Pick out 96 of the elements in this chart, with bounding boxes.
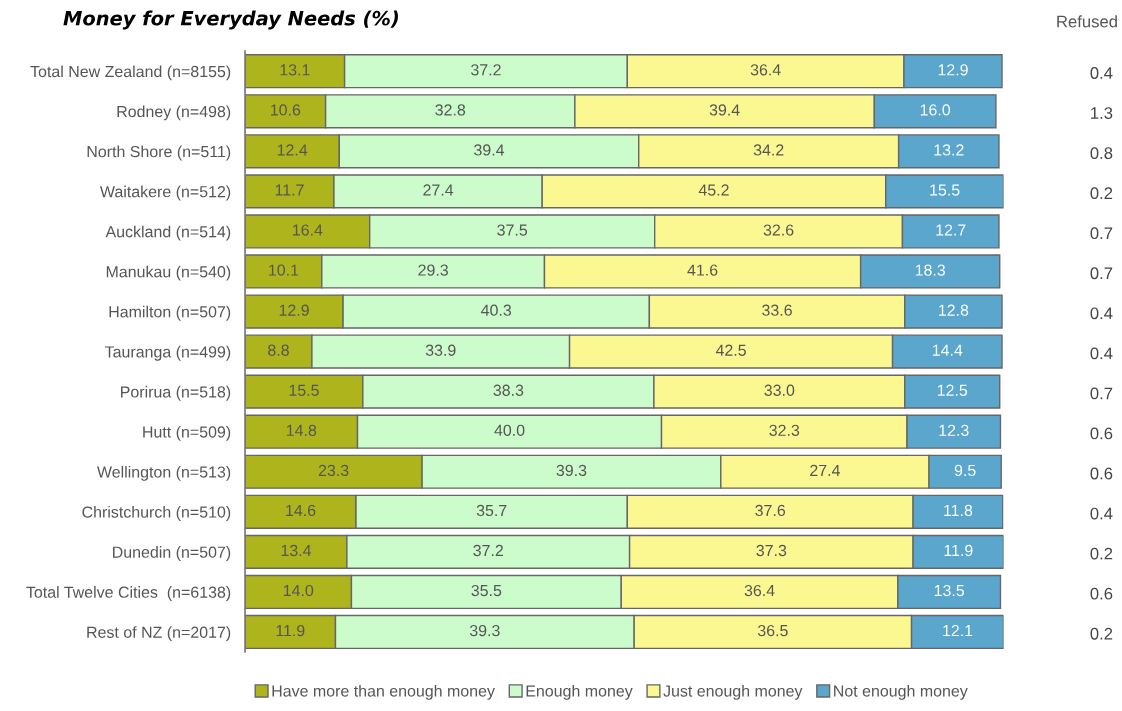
text: 0.4 [1090, 347, 1113, 360]
y-tick-label: Tauranga (n=499) [105, 345, 231, 361]
data-label: 13.2 [934, 144, 964, 156]
data-label: 37.2 [471, 64, 501, 76]
data-label: 14.6 [286, 504, 316, 517]
data-label: 10.1 [269, 264, 299, 276]
data-label: 38.3 [493, 384, 524, 396]
data-label: 18.3 [915, 264, 946, 276]
legend-label: Just enough money [663, 684, 803, 700]
data-label: 36.4 [750, 64, 781, 76]
text: 0.6 [1090, 467, 1113, 480]
y-tick-label: Total New Zealand (n=8155) [30, 65, 231, 81]
text: 0.7 [1090, 227, 1113, 240]
data-label: 37.6 [755, 504, 786, 517]
data-label: 37.5 [497, 224, 528, 236]
data-label: 13.1 [280, 64, 310, 76]
text: 0.2 [1090, 547, 1113, 560]
data-label: 39.4 [474, 144, 505, 156]
y-tick-label: Hutt (n=509) [143, 425, 231, 441]
data-label: 40.3 [481, 304, 512, 316]
data-label: 33.0 [764, 384, 795, 396]
data-label: 39.4 [709, 104, 740, 116]
data-label: 9.5 [954, 464, 976, 477]
legend-label: Not enough money [834, 684, 968, 700]
data-label: 35.7 [476, 504, 507, 517]
data-label: 35.5 [471, 584, 502, 597]
data-label: 12.9 [279, 304, 309, 316]
data-label: 36.5 [757, 624, 788, 637]
data-label: 12.7 [936, 224, 966, 236]
data-label: 32.6 [763, 224, 794, 236]
data-label: 11.7 [275, 184, 304, 196]
data-label: 23.3 [318, 464, 349, 477]
data-label: 37.2 [473, 544, 503, 557]
data-label: 10.6 [271, 104, 301, 116]
data-label: 33.9 [425, 344, 456, 356]
y-tick-label: Waitakere (n=512) [100, 185, 231, 201]
data-label: 13.4 [281, 544, 312, 557]
data-label: 12.3 [939, 424, 969, 436]
data-label: 16.0 [920, 104, 951, 116]
text: 0.6 [1090, 427, 1113, 440]
data-label: 42.5 [715, 344, 746, 356]
text: 0.4 [1090, 67, 1113, 79]
data-label: 16.4 [293, 224, 323, 236]
data-label: 39.3 [556, 464, 587, 477]
data-label: 11.9 [944, 544, 973, 557]
text: 0.8 [1090, 147, 1113, 159]
y-tick-label: Hamilton (n=507) [109, 305, 231, 321]
data-label: 12.9 [938, 64, 968, 76]
data-label: 12.1 [943, 624, 973, 637]
data-label: 12.4 [277, 144, 308, 156]
data-label: 36.4 [744, 584, 775, 597]
data-label: 39.3 [469, 624, 500, 637]
legend-label: Have more than enough money [272, 684, 495, 700]
data-label: 37.3 [756, 544, 787, 557]
text: 1.3 [1091, 107, 1113, 119]
y-tick-label: Porirua (n=518) [121, 385, 231, 401]
data-label: 12.8 [939, 304, 969, 316]
y-tick-label: Total Twelve Cities (n=6138) [26, 586, 231, 601]
data-label: 14.4 [932, 344, 963, 356]
data-label: 15.5 [289, 384, 319, 396]
data-label: 41.6 [687, 264, 718, 276]
y-tick-label: Rodney (n=498) [117, 105, 231, 121]
text: 0.2 [1090, 627, 1113, 640]
text: 0.4 [1090, 307, 1113, 320]
chart-title: Money for Everyday Needs (%) [63, 10, 398, 30]
legend-label: Enough money [526, 684, 633, 700]
data-label: 34.2 [753, 144, 784, 156]
text: 0.7 [1090, 267, 1113, 280]
text: Refused [1057, 15, 1117, 28]
y-tick-label: Auckland (n=514) [105, 225, 231, 241]
data-label: 14.0 [283, 584, 314, 597]
data-label: 32.8 [435, 104, 466, 116]
text: 0.7 [1090, 387, 1113, 400]
data-label: 27.4 [810, 464, 840, 476]
y-tick-label: Manukau (n=540) [106, 265, 231, 281]
y-tick-label: Rest of NZ (n=2017) [87, 626, 231, 642]
text: 0.4 [1090, 507, 1113, 520]
data-label: 13.5 [934, 584, 965, 597]
data-label: 40.0 [494, 424, 525, 436]
data-label: 45.2 [698, 184, 729, 196]
data-label: 27.4 [423, 184, 454, 196]
data-label: 12.5 [937, 384, 968, 396]
data-label: 11.8 [944, 504, 973, 517]
y-tick-label: Christchurch (n=510) [82, 506, 231, 521]
y-tick-label: North Shore (n=511) [87, 145, 231, 161]
data-label: 29.3 [418, 264, 448, 276]
data-label: 32.3 [769, 424, 800, 436]
data-label: 8.8 [268, 344, 289, 356]
data-label: 15.5 [930, 184, 960, 196]
data-label: 14.8 [286, 424, 317, 436]
data-label: 33.6 [762, 304, 792, 316]
y-tick-label: Dunedin (n=507) [113, 546, 231, 561]
y-tick-label: Wellington (n=513) [97, 465, 231, 481]
text: 0.6 [1090, 587, 1113, 600]
data-label: 11.9 [276, 624, 305, 637]
text: 0.2 [1090, 187, 1113, 200]
